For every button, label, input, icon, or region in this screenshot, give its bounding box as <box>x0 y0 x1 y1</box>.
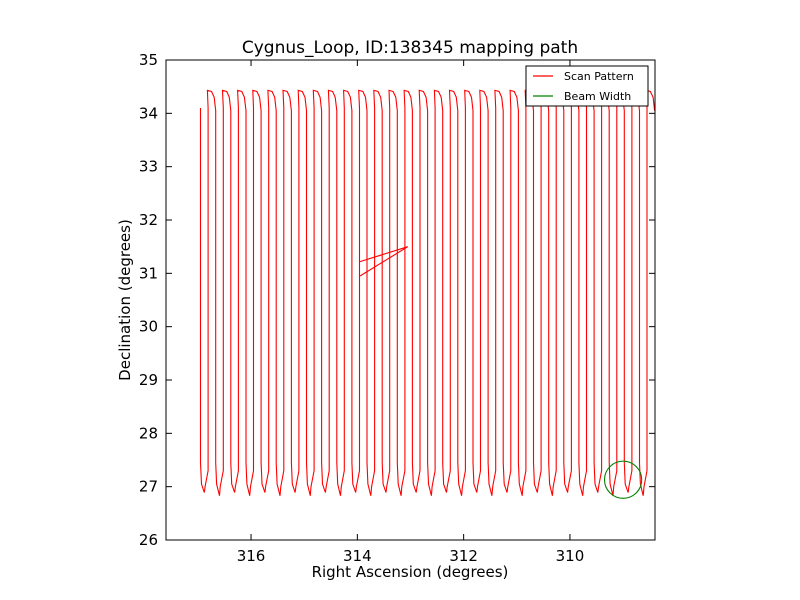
y-tick-label: 30 <box>139 318 158 336</box>
scan-pattern-line <box>199 89 655 496</box>
x-tick-label: 316 <box>237 547 266 565</box>
y-tick-label: 31 <box>139 264 158 282</box>
legend-label-beam-width: Beam Width <box>564 90 631 103</box>
y-tick-label: 27 <box>139 478 158 496</box>
beam-width-circle <box>603 460 643 499</box>
y-axis-label: Declination (degrees) <box>116 219 134 381</box>
y-tick-label: 34 <box>139 104 158 122</box>
x-tick-label: 310 <box>556 547 585 565</box>
y-tick-label: 32 <box>139 211 158 229</box>
y-tick-label: 33 <box>139 158 158 176</box>
x-axis-label: Right Ascension (degrees) <box>312 563 509 581</box>
scan-pattern-spur <box>359 246 409 277</box>
x-tick-label: 312 <box>449 547 478 565</box>
x-tick-label: 314 <box>343 547 372 565</box>
legend-label-scan-pattern: Scan Pattern <box>564 70 634 83</box>
legend-box <box>525 65 649 107</box>
x-axis: 316 314 312 310 <box>237 60 585 565</box>
series-layer <box>199 89 655 499</box>
plot-area <box>165 59 656 541</box>
y-axis: 26 27 28 29 30 31 32 33 34 35 <box>139 51 655 549</box>
y-tick-label: 35 <box>139 51 158 69</box>
y-tick-label: 28 <box>139 424 158 442</box>
y-tick-label: 29 <box>139 371 158 389</box>
y-tick-label: 26 <box>139 531 158 549</box>
legend: Scan Pattern Beam Width <box>525 65 649 107</box>
plot-frame <box>165 59 656 541</box>
chart-title: Cygnus_Loop, ID:138345 mapping path <box>242 38 578 58</box>
